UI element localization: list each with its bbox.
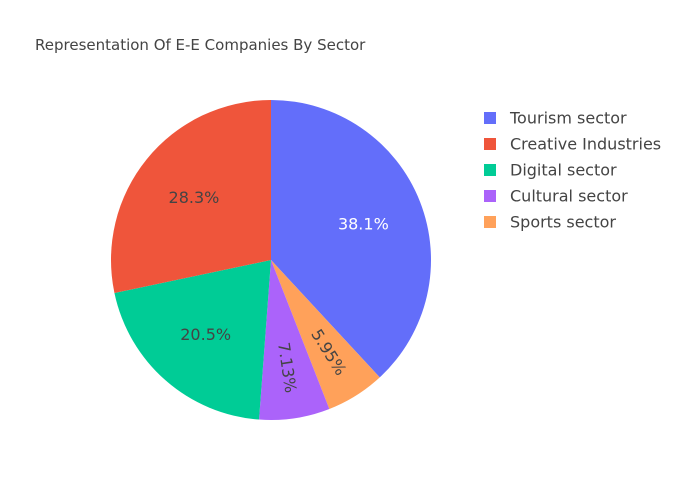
legend-label: Creative Industries — [510, 135, 661, 154]
legend-item-creative-industries[interactable]: Creative Industries — [484, 135, 661, 154]
pie-slice-creative-industries[interactable] — [110, 99, 271, 293]
pie-slice-tourism-sector[interactable] — [271, 100, 431, 378]
pie-slices — [110, 99, 431, 420]
legend-label: Tourism sector — [509, 109, 627, 128]
legend-swatch — [484, 216, 496, 228]
legend-swatch — [484, 164, 496, 176]
legend-label: Cultural sector — [510, 187, 628, 206]
pie-slice-digital-sector[interactable] — [114, 260, 271, 420]
legend-item-digital-sector[interactable]: Digital sector — [484, 161, 617, 180]
slice-label-creative-industries: 28.3% — [169, 188, 220, 207]
legend: Tourism sector Creative Industries Digital… — [484, 109, 661, 232]
slice-label-digital-sector: 20.5% — [180, 325, 231, 344]
legend-item-cultural-sector[interactable]: Cultural sector — [484, 187, 628, 206]
chart-title: Representation Of E-E Companies By Secto… — [35, 36, 366, 54]
legend-item-tourism-sector[interactable]: Tourism sector — [484, 109, 627, 128]
legend-swatch — [484, 190, 496, 202]
legend-swatch — [484, 138, 496, 150]
legend-item-sports-sector[interactable]: Sports sector — [484, 213, 616, 232]
legend-swatch — [484, 112, 496, 124]
pie-slice-cultural-sector[interactable] — [259, 260, 330, 420]
legend-label: Digital sector — [510, 161, 617, 180]
slice-label-tourism-sector: 38.1% — [338, 214, 389, 233]
legend-label: Sports sector — [510, 213, 616, 232]
pie-slice-sports-sector[interactable] — [271, 260, 380, 409]
